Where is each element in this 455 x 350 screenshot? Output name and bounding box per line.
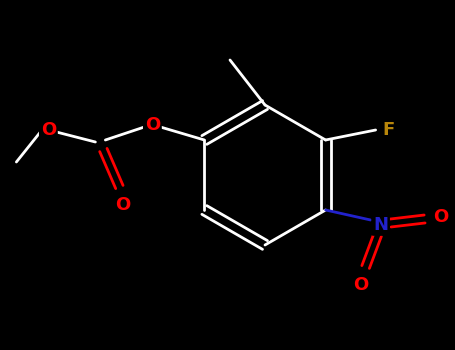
Text: O: O bbox=[145, 116, 160, 134]
Text: O: O bbox=[115, 196, 130, 214]
Text: O: O bbox=[41, 121, 56, 139]
Text: O: O bbox=[433, 208, 448, 226]
Text: F: F bbox=[383, 121, 395, 139]
Text: N: N bbox=[373, 216, 388, 234]
Text: O: O bbox=[353, 276, 368, 294]
